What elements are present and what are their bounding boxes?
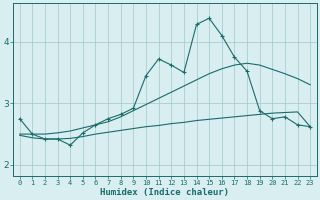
X-axis label: Humidex (Indice chaleur): Humidex (Indice chaleur): [100, 188, 229, 197]
